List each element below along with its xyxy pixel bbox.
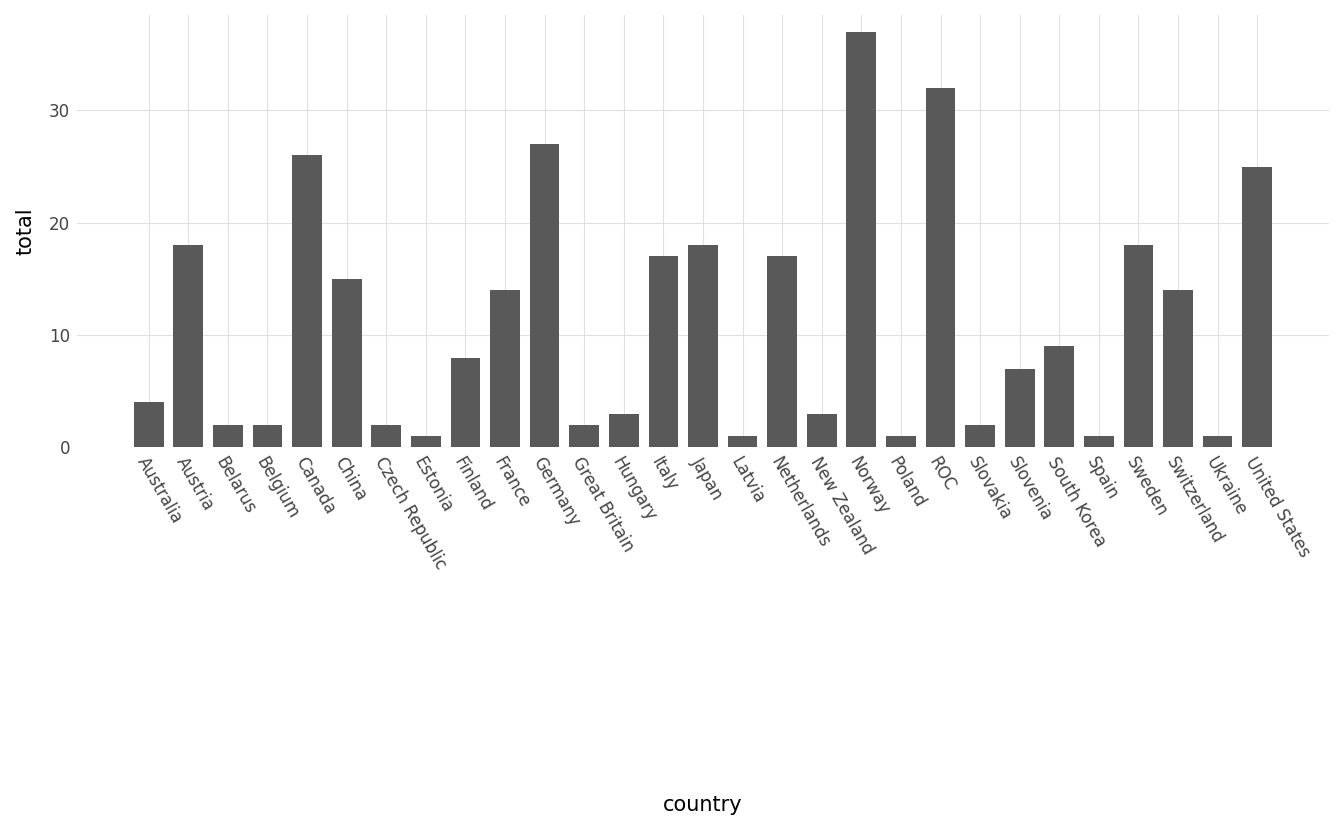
Bar — [530, 144, 559, 447]
Bar — [1242, 167, 1271, 447]
Bar — [332, 279, 362, 447]
Bar — [450, 358, 480, 447]
Bar — [727, 436, 758, 447]
Bar — [1044, 346, 1074, 447]
X-axis label: country: country — [663, 795, 743, 815]
Bar — [570, 425, 599, 447]
Bar — [688, 245, 718, 447]
Bar — [649, 256, 679, 447]
Bar — [1124, 245, 1153, 447]
Bar — [214, 425, 243, 447]
Bar — [767, 256, 797, 447]
Bar — [965, 425, 995, 447]
Bar — [1005, 369, 1035, 447]
Bar — [1163, 290, 1193, 447]
Bar — [886, 436, 915, 447]
Bar — [609, 413, 638, 447]
Bar — [926, 88, 956, 447]
Bar — [847, 32, 876, 447]
Bar — [411, 436, 441, 447]
Y-axis label: total: total — [15, 208, 35, 255]
Bar — [134, 403, 164, 447]
Bar — [371, 425, 401, 447]
Bar — [806, 413, 836, 447]
Bar — [253, 425, 282, 447]
Bar — [173, 245, 203, 447]
Bar — [491, 290, 520, 447]
Bar — [292, 155, 323, 447]
Bar — [1203, 436, 1232, 447]
Bar — [1085, 436, 1114, 447]
